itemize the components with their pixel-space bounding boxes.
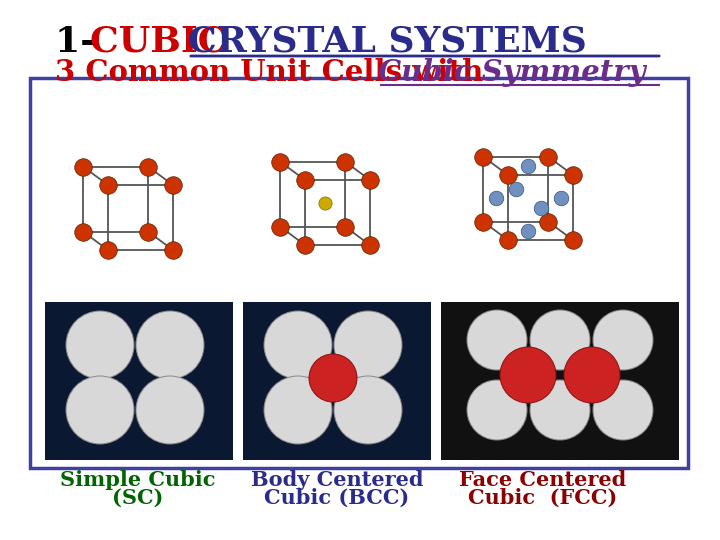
Point: [78, 227, 89, 236]
Circle shape: [309, 354, 357, 402]
Point: [340, 222, 351, 231]
FancyBboxPatch shape: [30, 78, 688, 468]
Text: Cubic Symmetry: Cubic Symmetry: [378, 58, 646, 87]
Circle shape: [264, 311, 332, 379]
Point: [510, 185, 521, 194]
Circle shape: [593, 380, 653, 440]
Point: [503, 235, 514, 244]
Point: [143, 163, 154, 171]
Point: [523, 227, 534, 235]
Point: [364, 176, 376, 184]
Point: [340, 158, 351, 166]
Circle shape: [136, 376, 204, 444]
Circle shape: [593, 310, 653, 370]
Circle shape: [467, 380, 527, 440]
Point: [167, 181, 179, 190]
Text: Simple Cubic: Simple Cubic: [60, 470, 216, 490]
Point: [567, 235, 579, 244]
Point: [543, 152, 554, 161]
Circle shape: [500, 347, 556, 403]
Point: [300, 176, 311, 184]
Point: [274, 158, 286, 166]
Circle shape: [66, 376, 134, 444]
Circle shape: [136, 311, 204, 379]
Text: 1-: 1-: [55, 25, 108, 59]
Point: [143, 227, 154, 236]
Circle shape: [530, 310, 590, 370]
Circle shape: [334, 311, 402, 379]
Point: [364, 241, 376, 249]
Point: [274, 222, 286, 231]
Point: [523, 161, 534, 170]
FancyBboxPatch shape: [45, 302, 233, 460]
Point: [555, 194, 567, 202]
Point: [300, 241, 311, 249]
Point: [535, 203, 546, 212]
Circle shape: [467, 310, 527, 370]
Circle shape: [564, 347, 620, 403]
Point: [543, 218, 554, 226]
Text: 3 Common Unit Cells with: 3 Common Unit Cells with: [55, 58, 493, 87]
Text: CUBIC: CUBIC: [90, 25, 239, 59]
Point: [320, 199, 331, 208]
FancyBboxPatch shape: [441, 302, 679, 460]
Point: [102, 181, 114, 190]
Text: Cubic  (FCC): Cubic (FCC): [469, 488, 618, 508]
Circle shape: [530, 380, 590, 440]
Point: [78, 163, 89, 171]
Point: [503, 171, 514, 179]
Text: Cubic (BCC): Cubic (BCC): [264, 488, 410, 508]
FancyBboxPatch shape: [243, 302, 431, 460]
Text: Body Centered: Body Centered: [251, 470, 423, 490]
Text: (SC): (SC): [112, 488, 163, 508]
Point: [567, 171, 579, 179]
Point: [102, 246, 114, 254]
Point: [477, 218, 489, 226]
Point: [477, 152, 489, 161]
Point: [490, 194, 501, 202]
Circle shape: [334, 376, 402, 444]
Text: CRYSTAL SYSTEMS: CRYSTAL SYSTEMS: [188, 25, 587, 59]
Point: [167, 246, 179, 254]
Text: Face Centered: Face Centered: [459, 470, 626, 490]
Circle shape: [264, 376, 332, 444]
Circle shape: [66, 311, 134, 379]
